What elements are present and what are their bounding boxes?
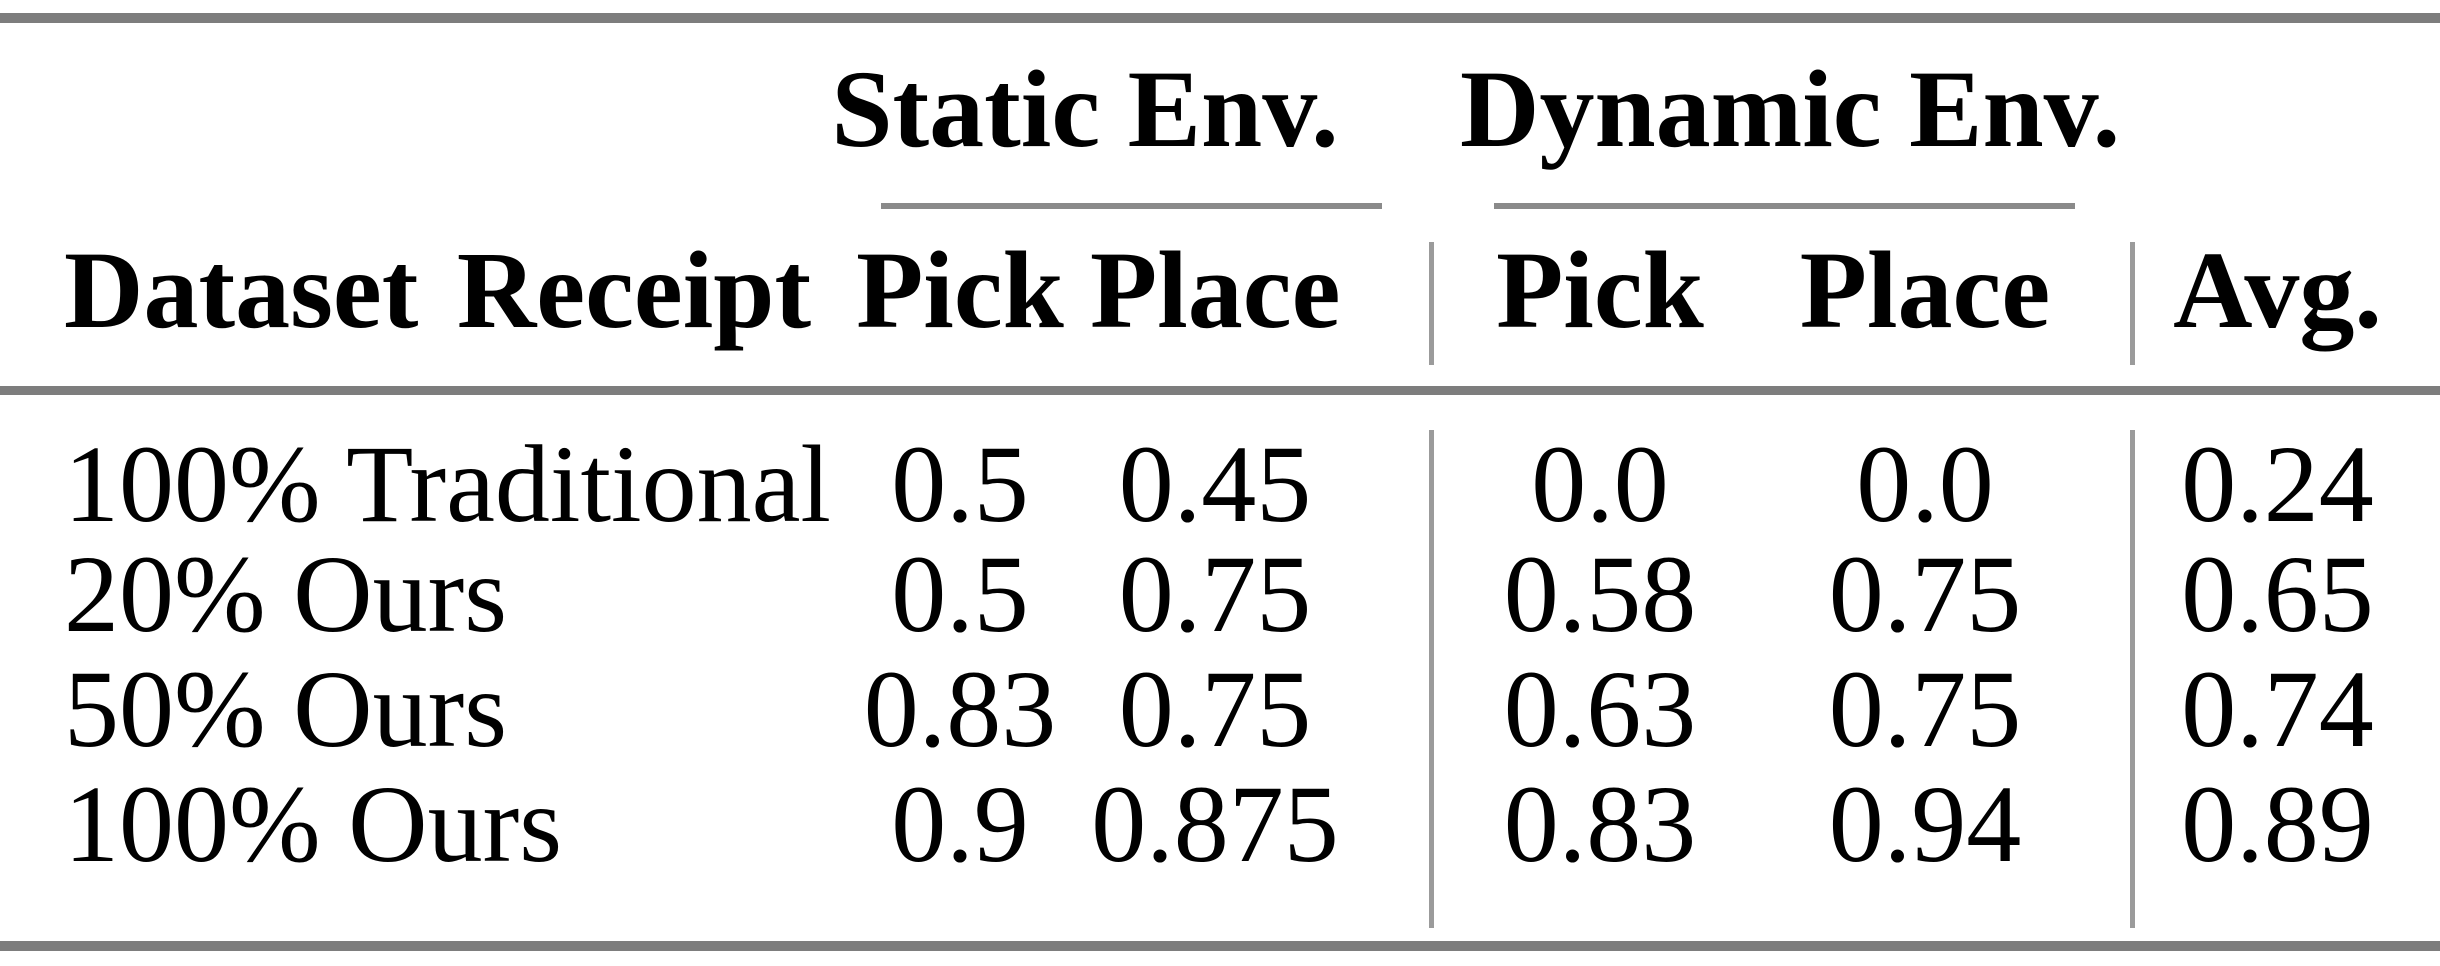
cell-dynamic-pick: 0.83 <box>1503 763 1697 885</box>
cell-gap <box>1340 769 1460 879</box>
cell-dynamic-place: 0.75 <box>1828 533 2022 655</box>
cell-avg: 0.74 <box>2181 648 2374 770</box>
column-header-dataset-receipt: Dataset Receipt <box>64 229 812 351</box>
vline-static-dynamic-header <box>1429 242 1434 365</box>
group-header-spacer <box>0 54 830 164</box>
cell-dynamic-place: 0.94 <box>1828 763 2022 885</box>
cell-gap <box>1340 654 1460 764</box>
cell-dynamic-place: 0.0 <box>1856 423 1994 545</box>
cell-static-place: 0.75 <box>1118 533 1312 655</box>
cmidrule-static-env <box>881 203 1382 209</box>
row-label: 100% Ours <box>64 763 563 885</box>
cell-dynamic-place: 0.75 <box>1828 648 2022 770</box>
column-header-avg: Avg. <box>2173 229 2382 351</box>
group-header-static-env: Static Env. <box>831 48 1339 170</box>
table-bottom-rule <box>0 941 2440 951</box>
column-header-static-pick: Pick <box>856 229 1064 351</box>
cell-gap <box>1340 429 1460 539</box>
cell-avg: 0.89 <box>2181 763 2374 885</box>
cell-avg: 0.65 <box>2181 533 2374 655</box>
vline-avg-body <box>2130 430 2135 928</box>
cell-gap <box>2110 539 2155 649</box>
vline-avg-header <box>2130 242 2135 365</box>
table-top-rule <box>0 13 2440 23</box>
column-header-row: Dataset Receipt Pick Place Pick Place Av… <box>0 235 2440 345</box>
group-header-dynamic-env: Dynamic Env. <box>1460 48 2121 170</box>
column-header-static-place: Place <box>1090 229 1341 351</box>
row-label: 100% Traditional <box>64 423 831 545</box>
cell-static-place: 0.45 <box>1118 423 1312 545</box>
cell-static-pick: 0.83 <box>863 648 1057 770</box>
table-row: 100% Traditional 0.5 0.45 0.0 0.0 0.24 <box>0 429 2440 539</box>
column-header-dynamic-place: Place <box>1799 229 2051 351</box>
row-label: 50% Ours <box>64 648 508 770</box>
cell-gap <box>1340 539 1460 649</box>
table-row: 20% Ours 0.5 0.75 0.58 0.75 0.65 <box>0 539 2440 649</box>
cell-dynamic-pick: 0.0 <box>1531 423 1669 545</box>
cell-gap <box>2110 654 2155 764</box>
table-row: 50% Ours 0.83 0.75 0.63 0.75 0.74 <box>0 654 2440 764</box>
cell-static-pick: 0.9 <box>891 763 1029 885</box>
cell-avg: 0.24 <box>2181 423 2374 545</box>
column-header-gap <box>2110 235 2155 345</box>
group-header-row: Static Env. Dynamic Env. <box>0 54 2440 164</box>
table-row: 100% Ours 0.9 0.875 0.83 0.94 0.89 <box>0 769 2440 879</box>
cell-static-place: 0.875 <box>1091 763 1339 885</box>
cmidrule-dynamic-env <box>1494 203 2075 209</box>
vline-static-dynamic-body <box>1429 430 1434 928</box>
row-label: 20% Ours <box>64 533 508 655</box>
cell-dynamic-pick: 0.58 <box>1503 533 1697 655</box>
cell-dynamic-pick: 0.63 <box>1503 648 1697 770</box>
cell-static-pick: 0.5 <box>891 533 1029 655</box>
column-header-dynamic-pick: Pick <box>1496 229 1704 351</box>
cell-gap <box>2110 429 2155 539</box>
cell-static-place: 0.75 <box>1118 648 1312 770</box>
column-header-gap <box>1340 235 1460 345</box>
table-mid-rule <box>0 386 2440 395</box>
cell-static-pick: 0.5 <box>891 423 1029 545</box>
cell-gap <box>2110 769 2155 879</box>
